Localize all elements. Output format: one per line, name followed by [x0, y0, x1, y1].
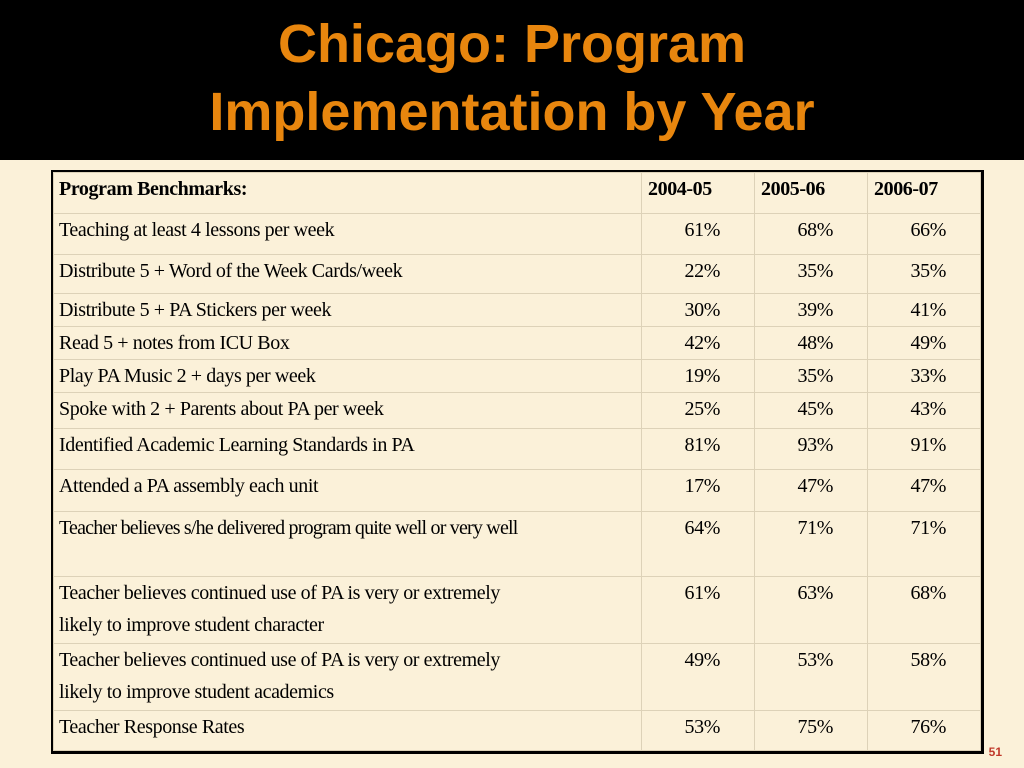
- value-2006-07: 66%: [867, 213, 981, 255]
- value-2005-06: 53%: [754, 643, 868, 711]
- value-2005-06: 39%: [754, 293, 868, 327]
- value-2005-06: 71%: [754, 511, 868, 577]
- value-2006-07: 71%: [867, 511, 981, 577]
- value-2006-07: 35%: [867, 254, 981, 294]
- value-2004-05: 25%: [641, 392, 755, 429]
- benchmarks-table-container: Program Benchmarks: 2004-05 2005-06 2006…: [51, 170, 984, 754]
- value-2004-05: 19%: [641, 359, 755, 393]
- value-2005-06: 63%: [754, 576, 868, 644]
- benchmark-cell: Distribute 5 + Word of the Week Cards/we…: [53, 254, 642, 294]
- value-2005-06: 35%: [754, 254, 868, 294]
- table-row: Distribute 5 + Word of the Week Cards/we…: [53, 254, 981, 294]
- benchmark-cell: Read 5 + notes from ICU Box: [53, 326, 642, 360]
- value-2004-05: 30%: [641, 293, 755, 327]
- table-row: Play PA Music 2 + days per week 19% 35% …: [53, 359, 981, 393]
- value-2005-06: 75%: [754, 710, 868, 751]
- value-2004-05: 17%: [641, 469, 755, 512]
- value-2006-07: 76%: [867, 710, 981, 751]
- table-row: Teaching at least 4 lessons per week 61%…: [53, 213, 981, 255]
- value-2004-05: 49%: [641, 643, 755, 711]
- value-2004-05: 61%: [641, 213, 755, 255]
- header-2005-06: 2005-06: [754, 172, 868, 214]
- value-2006-07: 41%: [867, 293, 981, 327]
- value-2004-05: 22%: [641, 254, 755, 294]
- benchmark-cell: Teacher believes s/he delivered program …: [53, 511, 642, 577]
- benchmark-cell: Spoke with 2 + Parents about PA per week: [53, 392, 642, 429]
- value-2006-07: 49%: [867, 326, 981, 360]
- table-row: Attended a PA assembly each unit 17% 47%…: [53, 469, 981, 512]
- header-2004-05: 2004-05: [641, 172, 755, 214]
- value-2004-05: 61%: [641, 576, 755, 644]
- benchmark-cell: Identified Academic Learning Standards i…: [53, 428, 642, 470]
- title-banner: [0, 0, 1024, 160]
- value-2006-07: 47%: [867, 469, 981, 512]
- table-row: Distribute 5 + PA Stickers per week 30% …: [53, 293, 981, 327]
- benchmark-cell: Distribute 5 + PA Stickers per week: [53, 293, 642, 327]
- benchmark-line-2: likely to improve student academics: [59, 681, 334, 703]
- value-2005-06: 68%: [754, 213, 868, 255]
- value-2006-07: 91%: [867, 428, 981, 470]
- value-2004-05: 42%: [641, 326, 755, 360]
- benchmark-cell: Attended a PA assembly each unit: [53, 469, 642, 512]
- slide-title-line-2: Implementation by Year: [209, 82, 815, 142]
- value-2005-06: 47%: [754, 469, 868, 512]
- slide-title-line-1: Chicago: Program: [277, 14, 747, 74]
- table-row: Read 5 + notes from ICU Box 42% 48% 49%: [53, 326, 981, 360]
- page-number: 51: [988, 745, 1002, 759]
- value-2005-06: 93%: [754, 428, 868, 470]
- table-row: Teacher believes continued use of PA is …: [53, 643, 981, 711]
- benchmark-line-1: Teacher believes continued use of PA is …: [59, 582, 501, 604]
- value-2006-07: 68%: [867, 576, 981, 644]
- slide-title: Chicago: Program Implementation by Year: [0, 10, 1024, 146]
- table-row: Teacher believes continued use of PA is …: [53, 576, 981, 644]
- benchmark-cell: Play PA Music 2 + days per week: [53, 359, 642, 393]
- benchmark-cell: Teacher Response Rates: [53, 710, 642, 751]
- value-2005-06: 48%: [754, 326, 868, 360]
- benchmark-cell: Teacher believes continued use of PA is …: [53, 576, 642, 644]
- header-2006-07: 2006-07: [867, 172, 981, 214]
- table-header-row: Program Benchmarks: 2004-05 2005-06 2006…: [53, 172, 981, 214]
- value-2006-07: 43%: [867, 392, 981, 429]
- value-2006-07: 33%: [867, 359, 981, 393]
- benchmark-cell: Teacher believes continued use of PA is …: [53, 643, 642, 711]
- header-benchmarks: Program Benchmarks:: [53, 172, 642, 214]
- table-row: Identified Academic Learning Standards i…: [53, 428, 981, 470]
- benchmark-cell: Teaching at least 4 lessons per week: [53, 213, 642, 255]
- value-2005-06: 45%: [754, 392, 868, 429]
- value-2006-07: 58%: [867, 643, 981, 711]
- benchmarks-table: Program Benchmarks: 2004-05 2005-06 2006…: [53, 172, 981, 751]
- value-2004-05: 53%: [641, 710, 755, 751]
- table-row: Teacher believes s/he delivered program …: [53, 511, 981, 577]
- benchmark-line-1: Teacher believes continued use of PA is …: [59, 649, 501, 671]
- table-row: Spoke with 2 + Parents about PA per week…: [53, 392, 981, 429]
- value-2004-05: 64%: [641, 511, 755, 577]
- value-2004-05: 81%: [641, 428, 755, 470]
- benchmark-line-2: likely to improve student character: [59, 614, 324, 636]
- value-2005-06: 35%: [754, 359, 868, 393]
- table-row: Teacher Response Rates 53% 75% 76%: [53, 710, 981, 751]
